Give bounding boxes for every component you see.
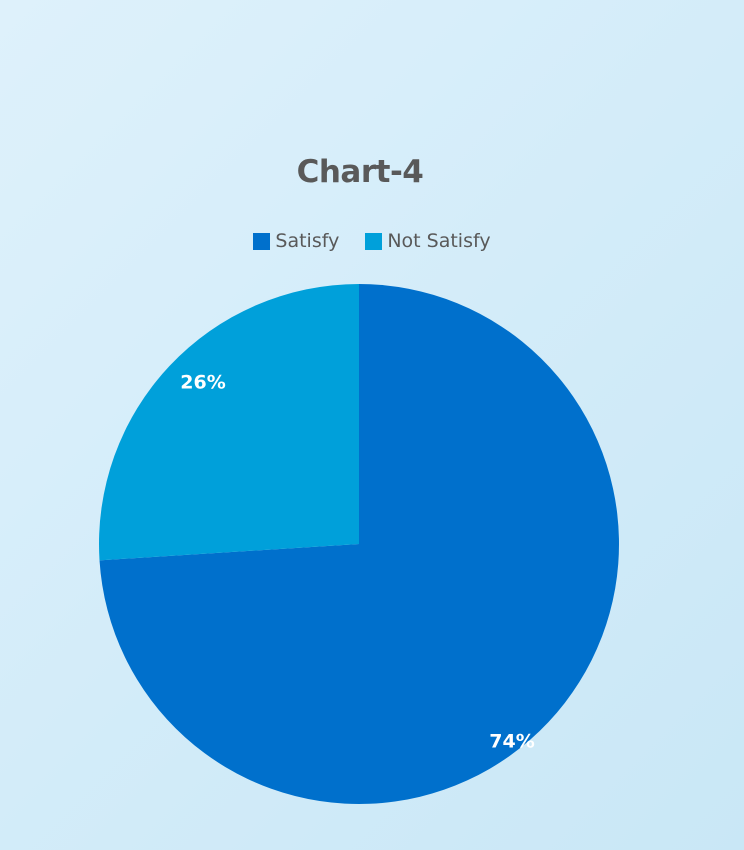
pie-slice-satisfy [99,284,619,805]
pie-label-not-satisfy: 26% [180,372,225,394]
legend: Satisfy Not Satisfy [0,230,744,252]
legend-swatch-satisfy [253,232,271,250]
pie-slice-not-satisfy [99,284,359,561]
legend-label-satisfy: Satisfy [275,230,340,252]
pie-label-satisfy: 74% [489,731,534,753]
legend-swatch-not-satisfy [365,232,383,250]
legend-item-not-satisfy: Not Satisfy [365,230,491,252]
chart-title: Chart-4 [296,154,424,190]
legend-item-satisfy: Satisfy [253,230,339,252]
legend-label-not-satisfy: Not Satisfy [387,230,491,252]
